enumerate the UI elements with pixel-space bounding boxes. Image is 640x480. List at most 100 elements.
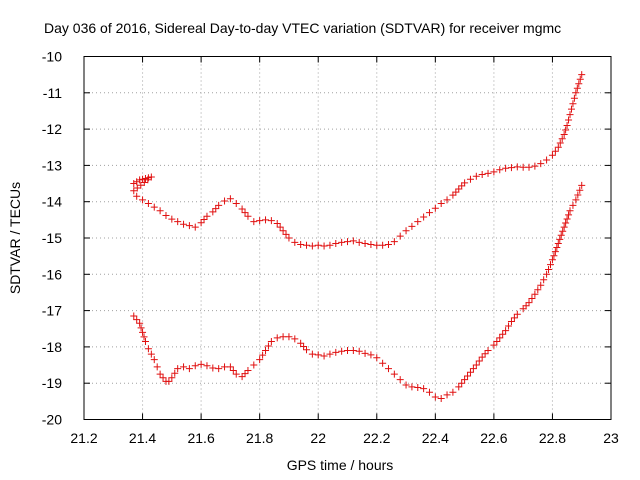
data-point bbox=[300, 343, 308, 351]
data-point bbox=[203, 362, 211, 370]
data-point bbox=[168, 215, 176, 223]
data-point bbox=[212, 205, 220, 213]
data-point bbox=[458, 182, 466, 190]
data-point bbox=[262, 216, 270, 224]
x-tick-labels: 21.2 21.4 21.6 21.8 22 22.2 22.4 22.6 22.8 23 bbox=[70, 430, 619, 446]
data-point bbox=[558, 135, 566, 143]
data-point bbox=[575, 80, 583, 88]
data-point bbox=[437, 394, 445, 402]
data-point bbox=[136, 319, 144, 327]
data-point bbox=[531, 162, 539, 170]
data-point bbox=[314, 241, 322, 249]
data-point bbox=[550, 252, 558, 260]
data-point bbox=[420, 385, 428, 393]
y-tick-label: -20 bbox=[42, 412, 62, 428]
data-point bbox=[449, 191, 457, 199]
data-point bbox=[191, 362, 199, 370]
data-point bbox=[556, 139, 564, 147]
data-point bbox=[502, 327, 510, 335]
data-point bbox=[472, 172, 480, 180]
data-point bbox=[551, 248, 559, 256]
data-point bbox=[414, 384, 422, 392]
x-tick-label: 22.2 bbox=[363, 430, 390, 446]
data-point bbox=[402, 381, 410, 389]
x-tick-label: 22.4 bbox=[422, 430, 449, 446]
data-point bbox=[466, 368, 474, 376]
data-point bbox=[285, 333, 293, 341]
data-point bbox=[540, 276, 548, 284]
data-point bbox=[537, 281, 545, 289]
data-point bbox=[133, 184, 141, 192]
data-point bbox=[525, 299, 533, 307]
data-point bbox=[267, 217, 275, 225]
data-point bbox=[499, 330, 507, 338]
data-point bbox=[493, 337, 501, 345]
data-point bbox=[262, 347, 270, 355]
data-point bbox=[570, 94, 578, 102]
data-point bbox=[162, 211, 170, 219]
data-point bbox=[273, 334, 281, 342]
y-tick-label: -16 bbox=[42, 266, 62, 282]
data-point bbox=[475, 357, 483, 365]
data-point bbox=[209, 364, 217, 372]
data-point bbox=[484, 347, 492, 355]
x-tick-label: 21.4 bbox=[129, 430, 156, 446]
data-point bbox=[578, 181, 586, 189]
data-point bbox=[560, 131, 568, 139]
data-point bbox=[197, 219, 205, 227]
data-point bbox=[472, 361, 480, 369]
data-point bbox=[203, 212, 211, 220]
data-point bbox=[505, 322, 513, 330]
data-point bbox=[478, 353, 486, 361]
data-point bbox=[574, 191, 582, 199]
data-point bbox=[566, 207, 574, 215]
data-point bbox=[576, 75, 584, 83]
data-point bbox=[566, 111, 574, 119]
x-tick-label: 21.6 bbox=[187, 430, 214, 446]
data-point bbox=[185, 222, 193, 230]
data-point bbox=[528, 294, 536, 302]
data-point bbox=[165, 377, 173, 385]
x-tick-label: 21.8 bbox=[246, 430, 273, 446]
grid-lines bbox=[84, 56, 611, 420]
data-point bbox=[241, 209, 249, 217]
data-point bbox=[507, 164, 515, 172]
data-point bbox=[551, 147, 559, 155]
data-point bbox=[548, 151, 556, 159]
data-point bbox=[171, 369, 179, 377]
series-lower bbox=[130, 181, 586, 402]
data-point bbox=[264, 342, 272, 350]
y-axis-label: SDTVAR / TECUs bbox=[7, 182, 23, 294]
data-point bbox=[484, 169, 492, 177]
data-point bbox=[554, 239, 562, 247]
data-point bbox=[396, 232, 404, 240]
data-point bbox=[507, 317, 515, 325]
data-point bbox=[297, 339, 305, 347]
data-point bbox=[144, 200, 152, 208]
series-upper bbox=[130, 71, 586, 250]
data-point bbox=[525, 163, 533, 171]
data-point bbox=[291, 238, 299, 246]
data-point bbox=[565, 211, 573, 219]
data-point bbox=[130, 312, 138, 320]
data-point bbox=[276, 223, 284, 231]
data-point bbox=[133, 316, 141, 324]
data-point bbox=[150, 356, 158, 364]
data-point bbox=[522, 302, 530, 310]
data-point bbox=[232, 370, 240, 378]
data-point bbox=[174, 218, 182, 226]
data-point bbox=[133, 192, 141, 200]
data-point bbox=[139, 196, 147, 204]
data-point bbox=[256, 217, 264, 225]
data-point bbox=[496, 166, 504, 174]
y-tick-label: -12 bbox=[42, 121, 62, 137]
data-point bbox=[519, 305, 527, 313]
data-point bbox=[244, 212, 252, 220]
data-point bbox=[569, 100, 577, 108]
data-point bbox=[569, 201, 577, 209]
x-axis-label: GPS time / hours bbox=[287, 457, 394, 473]
data-point bbox=[349, 347, 357, 355]
data-point bbox=[259, 351, 267, 359]
data-point bbox=[565, 116, 573, 124]
data-point bbox=[130, 187, 138, 195]
